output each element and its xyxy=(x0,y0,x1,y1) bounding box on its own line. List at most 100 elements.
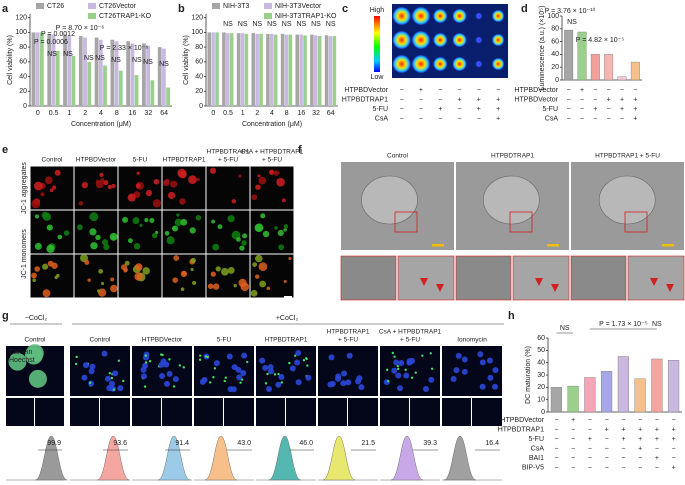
nucleus-signal xyxy=(487,374,494,381)
cell-signal xyxy=(44,176,53,185)
condition-cell: − xyxy=(477,115,481,122)
bar xyxy=(98,39,103,107)
well xyxy=(492,58,505,70)
nucleus-signal xyxy=(477,351,484,358)
bar xyxy=(564,29,574,81)
cell-signal xyxy=(190,257,196,264)
cell-signal xyxy=(42,289,51,298)
condition-cell: − xyxy=(588,417,592,424)
cell-signal xyxy=(51,262,58,270)
calcein-signal xyxy=(288,361,291,365)
column-header: HTPBDTRAP1 + 5-FU xyxy=(595,153,660,160)
condition-cell: + xyxy=(496,96,500,103)
nucleus-signal xyxy=(8,352,27,371)
x-tick-label: 4 xyxy=(270,110,274,117)
y-tick-label: 30 xyxy=(537,372,545,379)
calcein-signal xyxy=(110,376,114,380)
cell-signal xyxy=(33,181,43,191)
cell-signal xyxy=(49,188,54,193)
annotation: NS xyxy=(560,325,570,332)
cell-signal xyxy=(180,270,188,278)
color-bar xyxy=(374,16,380,72)
bar xyxy=(270,33,274,106)
annotation: NS xyxy=(267,21,277,28)
micrograph-small xyxy=(348,398,378,426)
condition-cell: + xyxy=(605,426,609,433)
nucleus-signal xyxy=(455,352,462,359)
condition-cell: + xyxy=(580,87,584,94)
annotation: NS xyxy=(132,57,142,64)
condition-cell: − xyxy=(593,115,597,122)
nucleus-signal xyxy=(163,380,170,387)
column-header: 5-FU xyxy=(217,337,232,344)
condition-cell: − xyxy=(638,464,642,471)
condition-cell: − xyxy=(620,115,624,122)
cell-signal xyxy=(99,172,104,178)
nucleus-signal xyxy=(25,344,44,363)
y-tick-label: 0 xyxy=(555,77,559,84)
x-tick-label: 32 xyxy=(144,110,152,117)
cell-signal xyxy=(258,176,267,185)
nucleus-signal xyxy=(226,353,233,360)
cell-signal xyxy=(239,245,245,251)
bar xyxy=(617,356,629,413)
legend-swatch xyxy=(88,3,96,9)
arrowhead xyxy=(420,278,428,286)
y-tick-label: 0 xyxy=(541,409,545,416)
cell-signal xyxy=(173,255,180,261)
nucleus-signal xyxy=(422,386,429,393)
column-header: Control xyxy=(90,337,112,344)
well xyxy=(411,7,430,25)
condition-cell: − xyxy=(655,464,659,471)
cell-signal xyxy=(179,170,187,179)
annotation: P = 2.33 × 10⁻⁶ xyxy=(100,45,149,52)
y-tick-label: 80 xyxy=(19,44,27,51)
annotation: P = 8.70 × 10⁻⁶ xyxy=(56,25,105,32)
nucleus-signal xyxy=(160,358,167,365)
gate-value: 91.4 xyxy=(175,440,189,447)
condition-cell: + xyxy=(571,417,575,424)
column-header: 5-FU xyxy=(133,157,148,164)
annotation: NS xyxy=(238,21,248,28)
cell-signal xyxy=(241,240,247,246)
zoom-box xyxy=(509,211,533,233)
calcein-signal xyxy=(212,376,215,379)
cell-signal xyxy=(151,232,158,239)
nucleus-signal xyxy=(112,370,119,377)
bar xyxy=(288,34,293,106)
cell-signal xyxy=(103,180,109,186)
row-label: JC-1 aggregates xyxy=(21,162,28,214)
nucleus-signal xyxy=(166,370,173,377)
condition-cell: − xyxy=(571,464,575,471)
cell-signal xyxy=(89,228,97,236)
x-tick-label: 0 xyxy=(36,110,40,117)
bar xyxy=(259,33,263,106)
condition-label: HTPBDVector xyxy=(514,87,558,94)
bar xyxy=(118,70,123,106)
bar xyxy=(567,385,579,413)
calcein-signal xyxy=(306,364,309,367)
bar xyxy=(39,32,44,106)
y-tick-label: 40 xyxy=(19,73,27,80)
cell-signal xyxy=(144,217,149,223)
cell-signal xyxy=(134,272,143,281)
column-header: HTPBDTRAP1 xyxy=(491,153,534,160)
x-tick-label: 64 xyxy=(327,110,335,117)
cell-signal xyxy=(172,277,178,283)
bar xyxy=(651,358,663,413)
condition-cell: + xyxy=(620,96,624,103)
condition-cell: − xyxy=(605,464,609,471)
cell-signal xyxy=(269,169,275,175)
legend-label: NIH-3T3Vector xyxy=(275,3,322,10)
nucleus-signal xyxy=(88,368,95,375)
nucleus-signal xyxy=(295,349,302,356)
panel-label: e xyxy=(2,144,8,156)
group-label: −CoCl₂ xyxy=(25,315,48,322)
nucleus-signal xyxy=(335,375,342,382)
nucleus-signal xyxy=(492,383,499,390)
arrowhead xyxy=(535,278,543,286)
well xyxy=(452,57,467,71)
column-header: HTPBDTRAP1 xyxy=(207,149,250,156)
scale-label: High xyxy=(370,7,385,14)
nucleus-signal xyxy=(259,357,266,364)
